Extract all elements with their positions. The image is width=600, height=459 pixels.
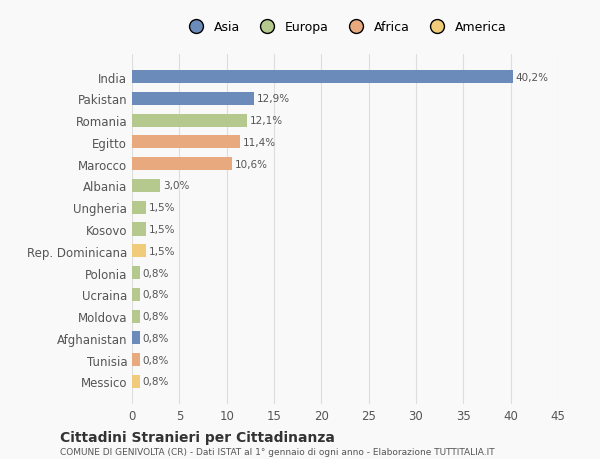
Bar xyxy=(132,223,146,236)
Text: 3,0%: 3,0% xyxy=(163,181,190,191)
Bar xyxy=(132,179,160,193)
Text: 0,8%: 0,8% xyxy=(142,290,169,300)
Text: 0,8%: 0,8% xyxy=(142,311,169,321)
Text: 0,8%: 0,8% xyxy=(142,355,169,365)
Text: 1,5%: 1,5% xyxy=(149,203,176,213)
Bar xyxy=(132,114,247,128)
Bar xyxy=(132,288,140,301)
Bar xyxy=(132,353,140,366)
Bar xyxy=(132,93,254,106)
Bar xyxy=(132,136,240,149)
Bar xyxy=(132,245,146,258)
Text: 0,8%: 0,8% xyxy=(142,376,169,386)
Text: 12,1%: 12,1% xyxy=(250,116,283,126)
Bar xyxy=(132,375,140,388)
Text: 0,8%: 0,8% xyxy=(142,333,169,343)
Text: 1,5%: 1,5% xyxy=(149,246,176,256)
Text: 1,5%: 1,5% xyxy=(149,224,176,235)
Text: 0,8%: 0,8% xyxy=(142,268,169,278)
Bar xyxy=(132,158,232,171)
Bar xyxy=(132,201,146,214)
Text: 11,4%: 11,4% xyxy=(243,138,276,148)
Bar xyxy=(132,266,140,280)
Text: 40,2%: 40,2% xyxy=(515,73,548,83)
Text: Cittadini Stranieri per Cittadinanza: Cittadini Stranieri per Cittadinanza xyxy=(60,430,335,444)
Legend: Asia, Europa, Africa, America: Asia, Europa, Africa, America xyxy=(179,16,511,39)
Text: 10,6%: 10,6% xyxy=(235,159,268,169)
Text: 12,9%: 12,9% xyxy=(257,94,290,104)
Bar xyxy=(132,331,140,345)
Bar xyxy=(132,310,140,323)
Text: COMUNE DI GENIVOLTA (CR) - Dati ISTAT al 1° gennaio di ogni anno - Elaborazione : COMUNE DI GENIVOLTA (CR) - Dati ISTAT al… xyxy=(60,448,494,456)
Bar xyxy=(132,71,512,84)
